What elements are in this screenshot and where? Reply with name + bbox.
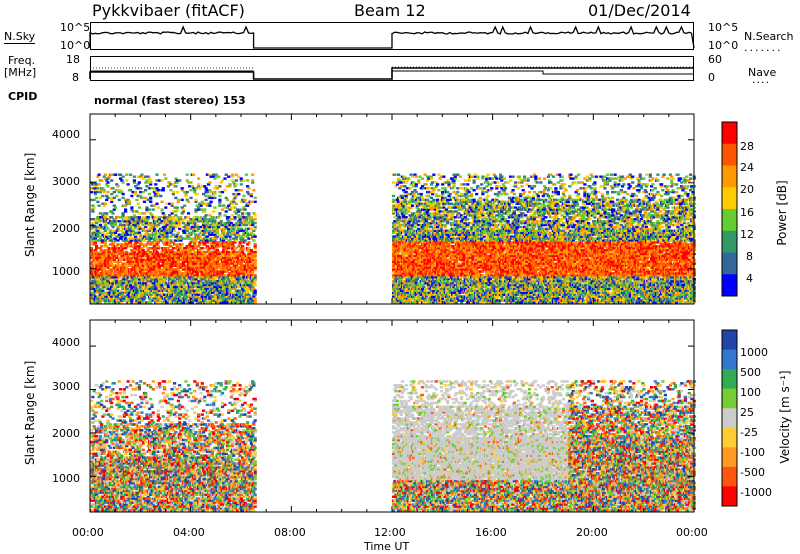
xtick-0400: 04:00	[173, 526, 205, 539]
velocity-ytick-3000: 3000	[52, 380, 80, 393]
velocity-cbar-tick-1000: 1000	[740, 346, 768, 359]
power-cbar-label: Power [dB]	[775, 173, 789, 253]
noise-lines	[90, 27, 694, 48]
velocity-cbar-tick-m25: -25	[740, 426, 758, 439]
power-cbar-tick-12: 12	[740, 228, 754, 241]
xtick-1200: 12:00	[374, 526, 406, 539]
xtick-0800: 08:00	[274, 526, 306, 539]
xtick-1600: 16:00	[475, 526, 507, 539]
power-cbar-tick-8: 8	[746, 250, 753, 263]
power-cbar-tick-16: 16	[740, 206, 754, 219]
velocity-cbar-label: Velocity [m s⁻¹]	[778, 362, 792, 472]
power-colorbar	[722, 122, 737, 297]
velocity-cbar-tick-m100: -100	[740, 446, 765, 459]
velocity-cbar-tick-500: 500	[740, 366, 761, 379]
power-panel	[90, 114, 696, 304]
power-cbar-tick-20: 20	[740, 183, 754, 196]
velocity-colorbar	[722, 330, 737, 507]
xaxis-label: Time UT	[364, 540, 409, 553]
velocity-ytick-2000: 2000	[52, 427, 80, 440]
power-ytick-3000: 3000	[52, 175, 80, 188]
xtick-2000: 20:00	[576, 526, 608, 539]
power-ytick-4000: 4000	[52, 128, 80, 141]
velocity-ylabel: Slant Range [km]	[23, 365, 37, 465]
velocity-cbar-tick-25: 25	[740, 406, 754, 419]
power-cbar-tick-28: 28	[740, 140, 754, 153]
power-ytick-2000: 2000	[52, 222, 80, 235]
power-cbar-tick-24: 24	[740, 161, 754, 174]
power-ylabel: Slant Range [km]	[23, 157, 37, 257]
power-cbar-tick-4: 4	[746, 272, 753, 285]
chart-canvas	[0, 0, 800, 554]
velocity-cbar-tick-m500: -500	[740, 466, 765, 479]
velocity-cbar-tick-100: 100	[740, 386, 761, 399]
velocity-ytick-4000: 4000	[52, 336, 80, 349]
velocity-ytick-1000: 1000	[52, 472, 80, 485]
xtick-0000: 00:00	[72, 526, 104, 539]
velocity-panel	[90, 320, 696, 512]
xtick-2400: 00:00	[676, 526, 708, 539]
power-ytick-1000: 1000	[52, 265, 80, 278]
velocity-cbar-tick-m1000: -1000	[740, 486, 772, 499]
freq-lines	[90, 67, 694, 79]
